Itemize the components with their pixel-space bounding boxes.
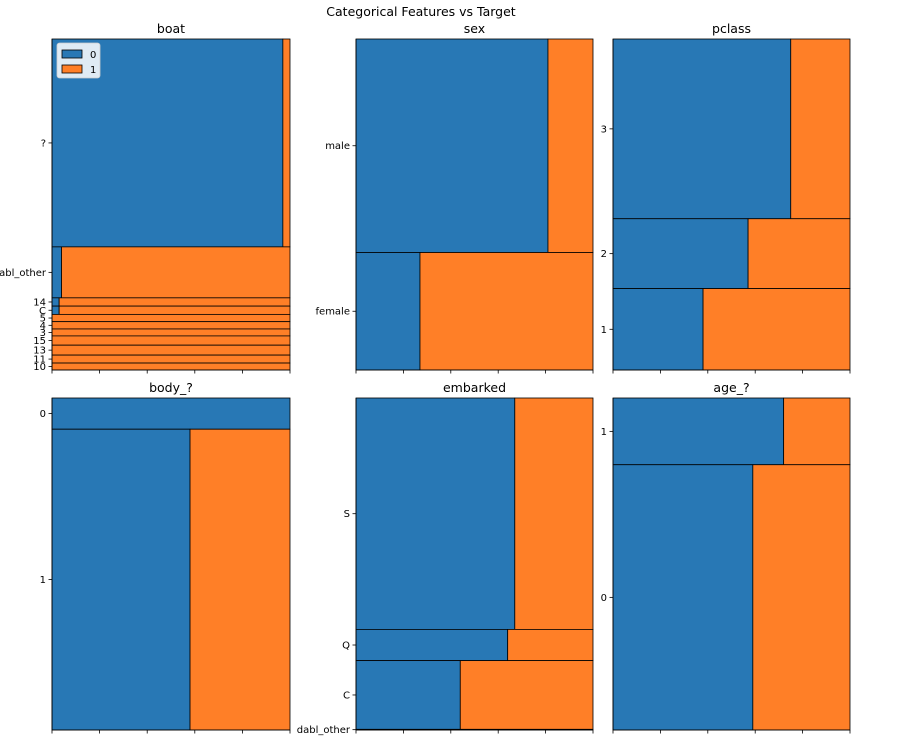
y-tick-label: Q bbox=[342, 641, 350, 652]
legend-label-0: 0 bbox=[90, 50, 96, 61]
legend-swatch-0 bbox=[61, 49, 83, 59]
panel-title: boat bbox=[157, 21, 185, 36]
mosaic-cell-3-class-1 bbox=[51, 328, 291, 337]
mosaic-cell-male-class-0 bbox=[355, 38, 549, 253]
y-tick-label: 14 bbox=[33, 297, 46, 308]
mosaic-cell-male-class-1 bbox=[547, 38, 594, 253]
panel-title: pclass bbox=[712, 21, 751, 36]
y-tick-label: 0 bbox=[601, 593, 607, 604]
mosaic-panel-age: age_? 1 0 bbox=[601, 380, 851, 734]
mosaic-cell-C-class-1 bbox=[459, 660, 594, 730]
y-tick-label: 1 bbox=[601, 427, 607, 438]
mosaic-cell-1-class-1 bbox=[189, 428, 291, 731]
panels: boat?dabl_other14C5431513111001sexmalefe… bbox=[0, 21, 851, 736]
mosaic-cell-0-class-0 bbox=[612, 464, 754, 731]
panel-title: body_? bbox=[149, 380, 193, 395]
y-tick-label: male bbox=[325, 141, 350, 152]
mosaic-cell-C-class-0 bbox=[355, 660, 461, 730]
mosaic-cell-2-class-0 bbox=[612, 218, 749, 289]
legend: 01 bbox=[56, 42, 101, 79]
mosaic-cell-1-class-1 bbox=[783, 397, 851, 466]
y-tick-label: female bbox=[316, 307, 350, 318]
mosaic-cell-2-class-1 bbox=[747, 218, 851, 289]
legend-swatch-1 bbox=[61, 64, 83, 74]
y-tick-label: 15 bbox=[33, 336, 46, 347]
panel-title: embarked bbox=[443, 380, 506, 395]
mosaic-panel-body: body_? 0 1 bbox=[40, 380, 291, 734]
y-tick-label: dabl_other bbox=[0, 268, 47, 279]
mosaic-cell-5-class-1 bbox=[51, 313, 291, 323]
y-tick-label: ? bbox=[41, 138, 46, 149]
y-tick-label: 10 bbox=[33, 362, 46, 373]
mosaic-panel-sex: sex male female bbox=[316, 21, 594, 374]
y-tick-label: 3 bbox=[40, 328, 46, 339]
mosaic-cell-0-class-0 bbox=[51, 397, 291, 430]
mosaic-cell-Q-class-1 bbox=[507, 629, 594, 662]
y-tick-label: S bbox=[344, 509, 350, 520]
y-tick-label: 2 bbox=[601, 249, 607, 260]
panel-title: sex bbox=[464, 21, 485, 36]
mosaic-cell-female-class-0 bbox=[355, 252, 421, 371]
mosaic-cell-3-class-1 bbox=[790, 38, 851, 220]
mosaic-cell-dablother-class-1 bbox=[61, 246, 291, 299]
mosaic-cell-14-class-1 bbox=[58, 297, 291, 307]
y-tick-label: C bbox=[343, 690, 350, 701]
mosaic-cell-1-class-0 bbox=[612, 288, 704, 371]
mosaic-cell-4-class-1 bbox=[51, 321, 291, 330]
mosaic-cell-1-class-0 bbox=[51, 428, 191, 731]
mosaic-panel-pclass: pclass 3 2 1 bbox=[601, 21, 851, 374]
y-tick-label: C bbox=[39, 306, 46, 317]
y-tick-label: 5 bbox=[40, 314, 46, 325]
y-tick-label: dabl_other bbox=[297, 725, 351, 736]
y-tick-label: 1 bbox=[601, 325, 607, 336]
mosaic-cell-dablother-class-0 bbox=[51, 246, 62, 299]
mosaic-cell-S-class-0 bbox=[355, 397, 516, 630]
mosaic-cell-female-class-1 bbox=[419, 252, 594, 371]
mosaic-cell-1-class-0 bbox=[612, 397, 785, 466]
mosaic-cell-1-class-1 bbox=[702, 288, 851, 371]
y-tick-label: 3 bbox=[601, 124, 607, 135]
y-tick-label: 1 bbox=[40, 575, 46, 586]
mosaic-cell-11-class-1 bbox=[51, 354, 291, 364]
y-tick-label: 11 bbox=[33, 355, 46, 366]
mosaic-cell-10-class-1 bbox=[51, 362, 291, 371]
mosaic-cell-15-class-1 bbox=[51, 335, 291, 346]
y-tick-label: 13 bbox=[33, 346, 46, 357]
mosaic-cell-C-class-1 bbox=[58, 305, 291, 315]
y-tick-label: 4 bbox=[40, 321, 46, 332]
y-tick-label: 0 bbox=[40, 409, 46, 420]
mosaic-cell-13-class-1 bbox=[51, 344, 291, 356]
mosaic-cell-0-class-1 bbox=[752, 464, 851, 731]
mosaic-cell-3-class-0 bbox=[612, 38, 792, 220]
mosaic-cell-14-class-0 bbox=[51, 297, 60, 307]
mosaic-cell-S-class-1 bbox=[514, 397, 594, 630]
mosaic-cell--class-1 bbox=[282, 38, 291, 248]
panel-title: age_? bbox=[713, 380, 749, 395]
figure-title: Categorical Features vs Target bbox=[326, 4, 516, 19]
mosaic-cell-C-class-0 bbox=[51, 305, 60, 315]
mosaic-cell-Q-class-0 bbox=[355, 629, 509, 662]
legend-label-1: 1 bbox=[90, 65, 96, 76]
